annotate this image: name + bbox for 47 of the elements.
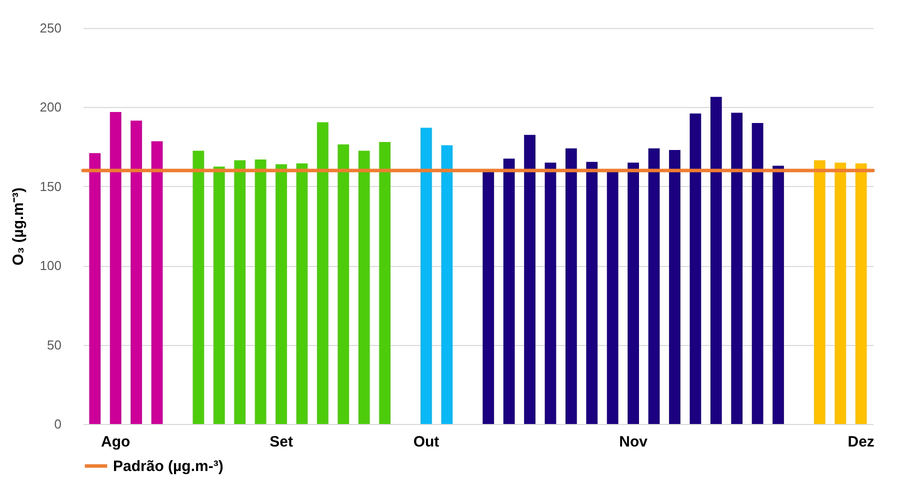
y-tick-label: 250 (40, 20, 62, 36)
bar (151, 141, 163, 424)
bar (234, 160, 246, 424)
y-tick-label: 150 (40, 178, 62, 194)
bar (586, 162, 598, 424)
bar (772, 166, 784, 424)
bar (710, 96, 722, 424)
x-tick-label: Out (413, 434, 440, 450)
bar (358, 150, 370, 424)
bar (213, 166, 225, 424)
bar (503, 158, 515, 424)
x-tick-label: Nov (619, 434, 648, 450)
bar (814, 160, 826, 424)
bar (690, 114, 702, 424)
bar (296, 163, 308, 424)
x-tick-label: Ago (101, 434, 130, 450)
legend-label: Padrão (µg.m-³) (113, 458, 224, 475)
bar (606, 170, 618, 424)
bar (669, 150, 680, 424)
y-tick-label: 50 (47, 337, 62, 352)
bar (834, 162, 846, 424)
y-tick-label: 100 (40, 258, 62, 274)
bar (89, 153, 101, 424)
y-tick-label: 200 (40, 100, 62, 115)
bar (276, 164, 287, 424)
bar (565, 148, 577, 424)
bar (130, 120, 142, 424)
bar (192, 150, 204, 424)
bar (544, 162, 556, 424)
bar (110, 112, 122, 424)
x-tick-label: Set (270, 434, 293, 450)
bar (524, 134, 536, 424)
bar (441, 145, 453, 424)
bar (338, 144, 350, 424)
bar (316, 122, 328, 424)
bar (254, 159, 266, 424)
bar (482, 170, 494, 424)
bar (731, 112, 743, 424)
bar (420, 128, 432, 424)
bar (628, 162, 640, 424)
bar (379, 142, 391, 424)
bar (752, 123, 764, 424)
y-axis-title: O₃ (µg.m⁻³) (10, 187, 27, 266)
x-tick-label: Dez (848, 434, 874, 450)
bar (648, 148, 660, 424)
y-tick-label: 0 (54, 416, 62, 432)
bar (855, 163, 867, 424)
